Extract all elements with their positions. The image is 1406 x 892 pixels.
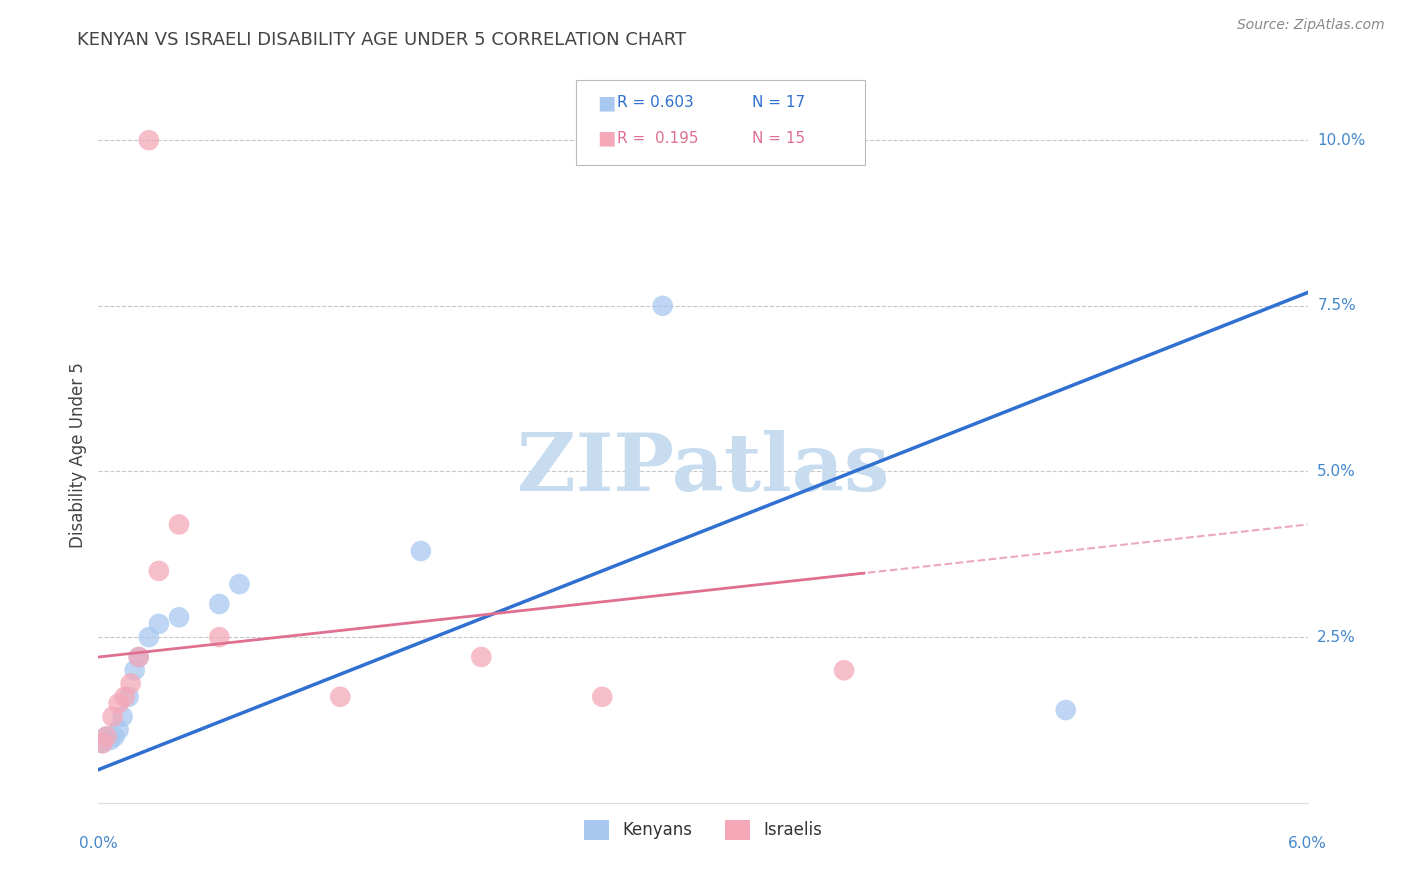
Point: [409, 544, 432, 558]
Text: ■: ■: [598, 128, 616, 148]
Point: [148, 564, 170, 578]
Text: ■: ■: [598, 93, 616, 112]
Text: Source: ZipAtlas.com: Source: ZipAtlas.com: [1237, 18, 1385, 32]
Text: 5.0%: 5.0%: [1317, 464, 1355, 479]
Point: [101, 709, 124, 723]
Point: [651, 299, 673, 313]
Point: [208, 597, 231, 611]
Point: [470, 650, 492, 665]
Point: [96, 730, 118, 744]
Legend: Kenyans, Israelis: Kenyans, Israelis: [576, 813, 830, 847]
Point: [91, 736, 114, 750]
Point: [114, 690, 136, 704]
Point: [107, 723, 129, 737]
Point: [103, 730, 125, 744]
Point: [91, 736, 114, 750]
Text: 0.0%: 0.0%: [79, 836, 118, 851]
Point: [111, 709, 134, 723]
Point: [138, 630, 160, 644]
Point: [591, 690, 613, 704]
Text: ZIPatlas: ZIPatlas: [517, 430, 889, 508]
Text: N = 17: N = 17: [752, 95, 806, 110]
Point: [120, 676, 142, 690]
Y-axis label: Disability Age Under 5: Disability Age Under 5: [69, 362, 87, 548]
Point: [148, 616, 170, 631]
Text: 2.5%: 2.5%: [1317, 630, 1355, 645]
Point: [208, 630, 231, 644]
Point: [167, 610, 190, 624]
Point: [228, 577, 250, 591]
Text: 6.0%: 6.0%: [1288, 836, 1327, 851]
Point: [138, 133, 160, 147]
Point: [832, 663, 855, 677]
Text: N = 15: N = 15: [752, 131, 806, 145]
Text: KENYAN VS ISRAELI DISABILITY AGE UNDER 5 CORRELATION CHART: KENYAN VS ISRAELI DISABILITY AGE UNDER 5…: [77, 31, 686, 49]
Text: 10.0%: 10.0%: [1317, 133, 1365, 148]
Point: [100, 732, 122, 747]
Point: [118, 690, 141, 704]
Point: [128, 650, 150, 665]
Point: [96, 730, 118, 744]
Point: [329, 690, 352, 704]
Point: [124, 663, 146, 677]
Text: 7.5%: 7.5%: [1317, 298, 1355, 313]
Text: R =  0.195: R = 0.195: [617, 131, 699, 145]
Point: [128, 650, 150, 665]
Point: [167, 517, 190, 532]
Text: R = 0.603: R = 0.603: [617, 95, 695, 110]
Point: [107, 697, 129, 711]
Point: [1054, 703, 1077, 717]
